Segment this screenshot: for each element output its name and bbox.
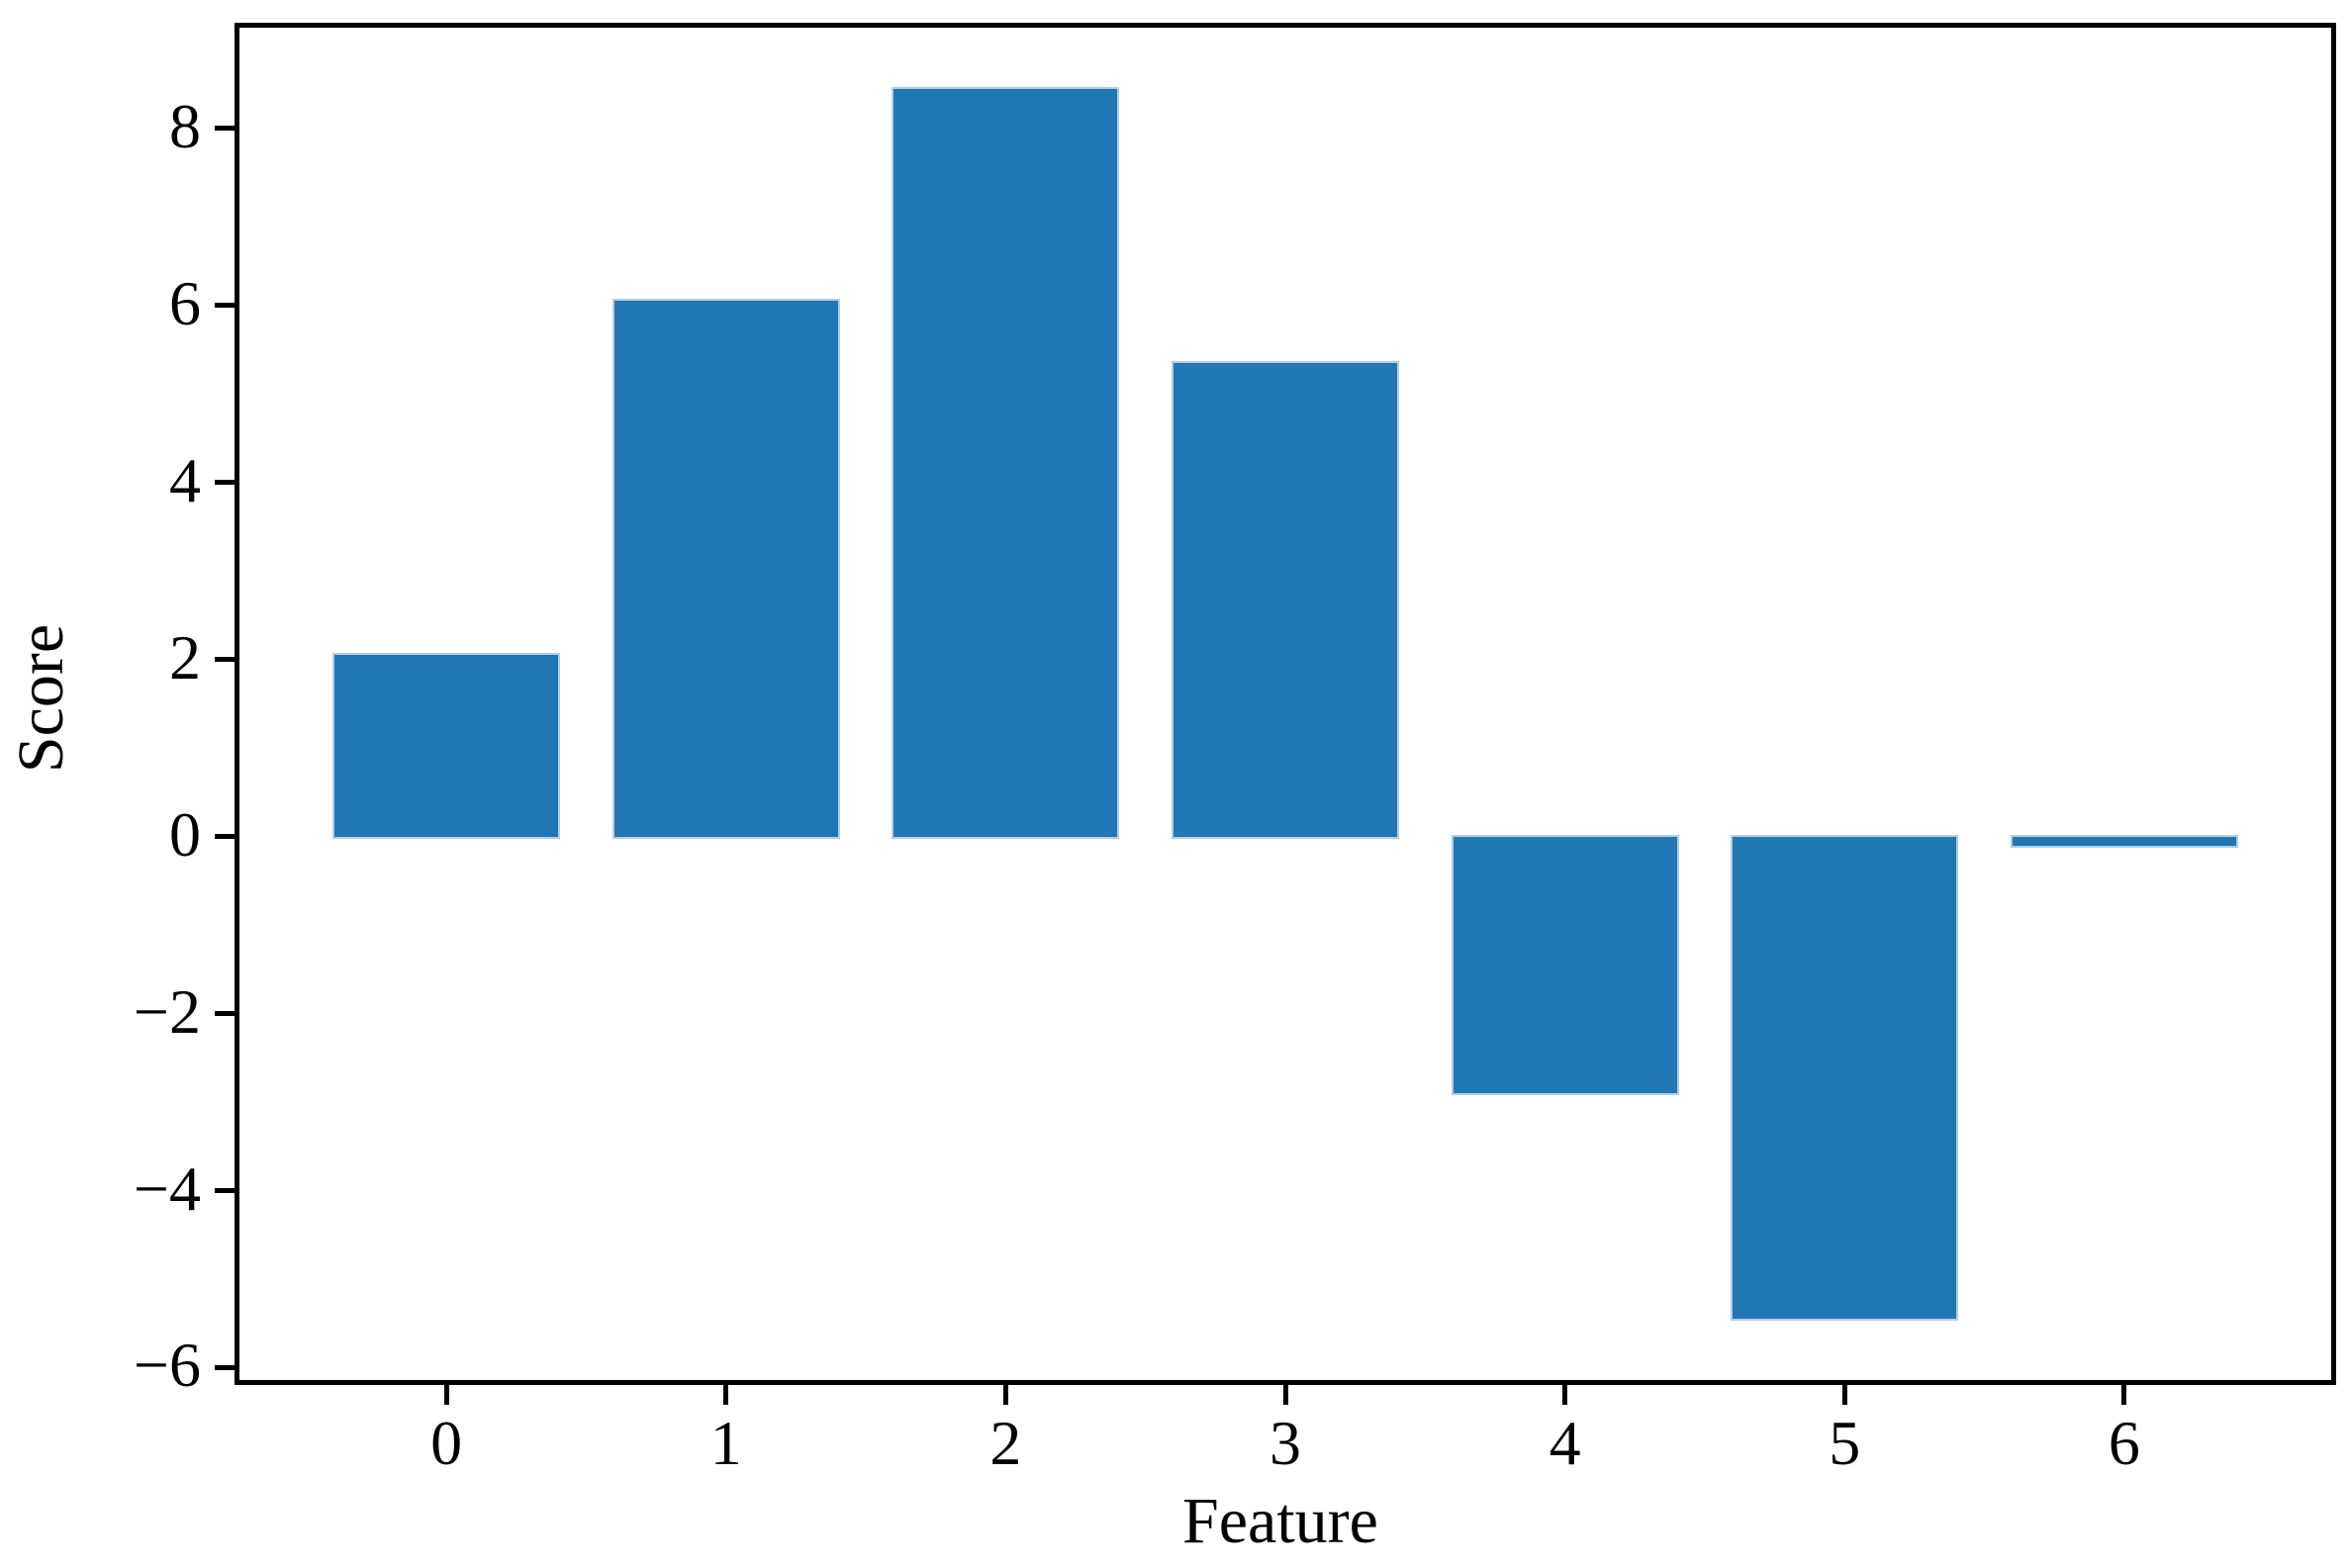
- y-tick-mark-0: [215, 834, 235, 840]
- x-tick-label-3: 3: [1269, 1408, 1301, 1478]
- y-tick-mark-8: [215, 126, 235, 132]
- x-tick-mark-0: [443, 1385, 449, 1405]
- bar-feature-3: [1173, 363, 1398, 837]
- y-tick-label--4: −4: [133, 1153, 201, 1224]
- x-tick-mark-1: [723, 1385, 729, 1405]
- x-tick-mark-6: [2121, 1385, 2127, 1405]
- x-tick-mark-5: [1841, 1385, 1847, 1405]
- y-tick-mark-2: [215, 657, 235, 663]
- bar-feature-5: [1733, 836, 1957, 1320]
- x-tick-mark-3: [1282, 1385, 1288, 1405]
- y-tick-mark-6: [215, 303, 235, 309]
- bar-feature-6: [2012, 836, 2236, 846]
- y-tick-mark-4: [215, 480, 235, 486]
- x-tick-mark-4: [1562, 1385, 1568, 1405]
- x-tick-label-2: 2: [989, 1408, 1022, 1478]
- y-tick-label-8: 8: [169, 90, 201, 161]
- bar-feature-2: [893, 88, 1118, 837]
- bar-feature-4: [1453, 836, 1677, 1094]
- y-tick-label--2: −2: [133, 975, 201, 1047]
- x-tick-label-6: 6: [2108, 1408, 2140, 1478]
- x-tick-mark-2: [1002, 1385, 1008, 1405]
- x-tick-label-4: 4: [1549, 1408, 1581, 1478]
- y-tick-label-4: 4: [169, 444, 201, 515]
- y-axis-label: Score: [5, 623, 77, 774]
- y-tick-mark--6: [215, 1364, 235, 1370]
- y-tick-label--6: −6: [133, 1330, 201, 1401]
- bar-feature-0: [334, 655, 559, 837]
- x-tick-label-5: 5: [1829, 1408, 1861, 1478]
- y-tick-mark--4: [215, 1188, 235, 1194]
- y-tick-label-2: 2: [169, 621, 201, 692]
- x-tick-label-0: 0: [430, 1408, 463, 1478]
- y-tick-mark--2: [215, 1011, 235, 1017]
- x-tick-label-1: 1: [709, 1408, 742, 1478]
- x-axis-label: Feature: [1182, 1485, 1378, 1557]
- plot-area: [235, 23, 2336, 1385]
- y-tick-label-6: 6: [169, 267, 201, 338]
- bar-feature-1: [613, 301, 838, 837]
- y-tick-label-0: 0: [169, 798, 201, 870]
